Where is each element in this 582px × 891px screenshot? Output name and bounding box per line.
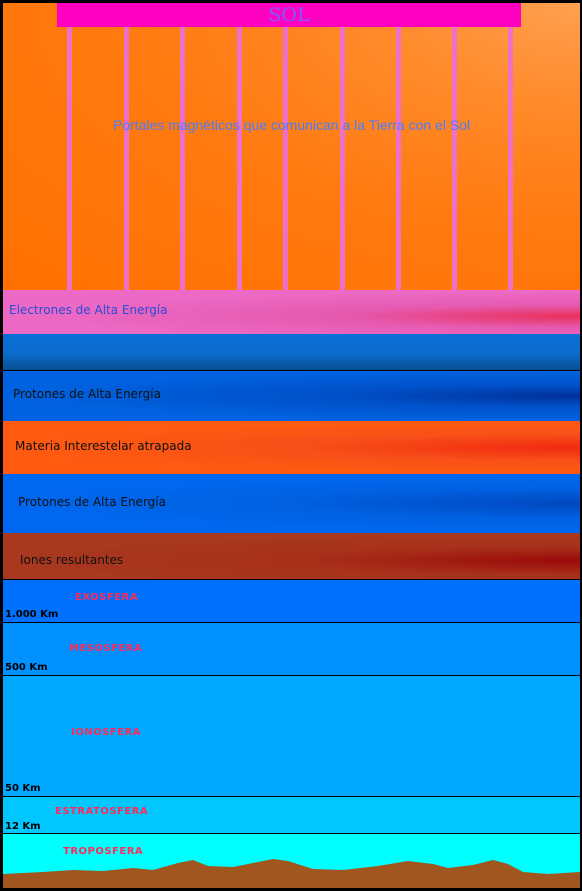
portal-line <box>237 27 242 290</box>
sun-bar: SOL <box>57 3 521 27</box>
sun-label: SOL <box>268 4 310 26</box>
band-divider <box>3 370 580 371</box>
protons-lower-label: Protones de Alta Energía <box>18 495 166 509</box>
mesosphere-altitude: 500 Km <box>5 662 48 673</box>
stratosphere-altitude: 12 Km <box>5 821 41 832</box>
ions-label: Iones resultantes <box>20 553 124 567</box>
stratosphere-layer: ESTRATOSFERA 12 Km <box>3 797 580 833</box>
portal-line <box>396 27 401 290</box>
stratosphere-name: ESTRATOSFERA <box>55 806 149 817</box>
exosphere-layer: EXOSFERA 1.000 Km <box>3 580 580 622</box>
ionosphere-name: IONOSFERA <box>71 727 141 738</box>
portal-line <box>67 27 72 290</box>
electrons-label: Electrones de Alta Energía <box>9 303 168 317</box>
mesosphere-layer: MESOSFERA 500 Km <box>3 623 580 675</box>
ionosphere-layer: IONOSFERA 50 Km <box>3 676 580 796</box>
portal-line <box>124 27 129 290</box>
mountain-profile <box>3 859 580 888</box>
protons-upper-band: Protones de Alta Energía <box>3 371 580 421</box>
protons-lower-band: Protones de Alta Energía <box>3 474 580 533</box>
portals-label: Portales magnéticos que comunican a la T… <box>112 117 471 133</box>
troposphere-name: TROPOSFERA <box>63 846 144 857</box>
electrons-band: Electrones de Alta Energía <box>3 290 580 334</box>
ground-terrain <box>3 859 580 888</box>
ions-band: Iones resultantes <box>3 533 580 579</box>
layer-divider <box>3 622 580 623</box>
protons-upper-label: Protones de Alta Energía <box>13 387 161 401</box>
portal-line <box>340 27 345 290</box>
portal-line <box>180 27 185 290</box>
band-divider <box>3 579 580 580</box>
layer-divider <box>3 833 580 834</box>
portal-line <box>452 27 457 290</box>
interstellar-label: Materia Interestelar atrapada <box>15 439 192 453</box>
layer-divider <box>3 675 580 676</box>
interstellar-band: Materia Interestelar atrapada <box>3 421 580 474</box>
blue-band <box>3 334 580 370</box>
portal-line <box>508 27 513 290</box>
mesosphere-name: MESOSFERA <box>69 643 143 654</box>
ionosphere-altitude: 50 Km <box>5 783 41 794</box>
exosphere-name: EXOSFERA <box>75 592 138 603</box>
sun-region <box>3 3 580 290</box>
layer-divider <box>3 796 580 797</box>
exosphere-altitude: 1.000 Km <box>5 609 59 620</box>
portal-line <box>283 27 288 290</box>
